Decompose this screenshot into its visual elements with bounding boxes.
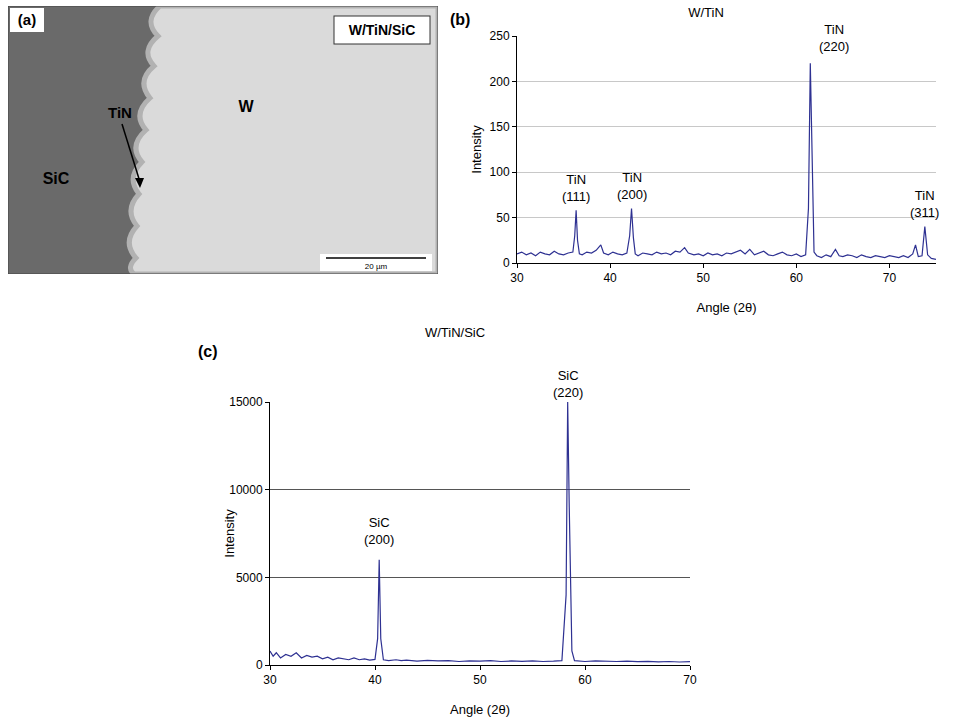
svg-text:Angle (2θ): Angle (2θ) [450, 702, 510, 717]
svg-text:SiC(220): SiC(220) [553, 368, 583, 400]
svg-text:Intensity: Intensity [222, 509, 237, 558]
svg-text:SiC(200): SiC(200) [364, 515, 394, 547]
svg-text:W: W [238, 98, 254, 115]
svg-text:200: 200 [490, 75, 510, 89]
svg-text:40: 40 [603, 271, 617, 285]
svg-text:0: 0 [256, 658, 263, 672]
svg-text:30: 30 [510, 271, 524, 285]
svg-text:W/TiN: W/TiN [688, 5, 724, 20]
svg-text:SiC: SiC [43, 170, 70, 187]
svg-text:TiN(200): TiN(200) [617, 170, 647, 202]
svg-text:20 µm: 20 µm [365, 262, 388, 271]
svg-text:60: 60 [578, 673, 592, 687]
svg-text:60: 60 [790, 271, 804, 285]
svg-text:40: 40 [368, 673, 382, 687]
svg-text:30: 30 [263, 673, 277, 687]
svg-text:10000: 10000 [229, 483, 263, 497]
svg-text:(b): (b) [450, 11, 470, 28]
svg-text:(a): (a) [18, 11, 36, 28]
svg-text:Intensity: Intensity [469, 125, 484, 174]
svg-text:TiN(220): TiN(220) [819, 22, 849, 54]
svg-text:15000: 15000 [229, 395, 263, 409]
svg-text:70: 70 [683, 673, 697, 687]
svg-text:TiN(311): TiN(311) [910, 188, 939, 220]
svg-text:50: 50 [697, 271, 711, 285]
svg-text:W/TiN/SiC: W/TiN/SiC [425, 325, 485, 340]
svg-text:Angle (2θ): Angle (2θ) [697, 300, 757, 315]
svg-text:100: 100 [490, 165, 510, 179]
svg-text:0: 0 [503, 256, 510, 270]
svg-text:TiN: TiN [108, 104, 132, 121]
svg-text:70: 70 [883, 271, 897, 285]
svg-text:50: 50 [496, 211, 510, 225]
svg-text:(c): (c) [198, 343, 218, 360]
svg-text:150: 150 [490, 120, 510, 134]
svg-text:W/TiN/SiC: W/TiN/SiC [349, 22, 416, 38]
svg-text:5000: 5000 [236, 571, 263, 585]
svg-text:TiN(111): TiN(111) [562, 172, 590, 204]
svg-text:50: 50 [473, 673, 487, 687]
svg-text:250: 250 [490, 29, 510, 43]
